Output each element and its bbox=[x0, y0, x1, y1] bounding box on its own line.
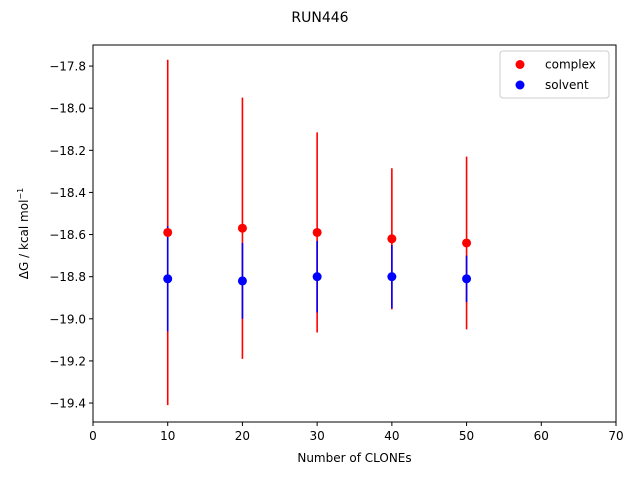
y-tick-label: −19.2 bbox=[49, 354, 86, 368]
y-tick-label: −18.0 bbox=[49, 102, 86, 116]
data-point-solvent bbox=[312, 272, 322, 282]
data-point-complex bbox=[237, 223, 247, 233]
x-tick-label: 10 bbox=[160, 429, 175, 443]
data-point-complex bbox=[387, 234, 397, 244]
x-tick-label: 0 bbox=[89, 429, 97, 443]
legend-label-complex: complex bbox=[545, 58, 596, 72]
y-tick-label: −18.4 bbox=[49, 186, 86, 200]
x-tick-label: 40 bbox=[384, 429, 399, 443]
y-tick-label: −19.0 bbox=[49, 312, 86, 326]
y-tick-label: −18.2 bbox=[49, 144, 86, 158]
x-tick-label: 20 bbox=[235, 429, 250, 443]
x-tick-label: 70 bbox=[608, 429, 623, 443]
x-axis: 0 10 20 30 40 50 60 70 bbox=[89, 422, 624, 443]
legend-label-solvent: solvent bbox=[545, 78, 589, 92]
legend: complex solvent bbox=[499, 50, 610, 99]
y-tick-label: −19.4 bbox=[49, 397, 86, 411]
data-point-solvent bbox=[237, 276, 247, 286]
plot-frame bbox=[92, 44, 617, 423]
y-axis: −19.4 −19.2 −19.0 −18.8 −18.6 −18.4 −18.2 −18.0… bbox=[49, 60, 93, 411]
legend-marker-solvent bbox=[515, 80, 525, 90]
x-tick-label: 60 bbox=[534, 429, 549, 443]
data-point-complex bbox=[163, 227, 173, 237]
y-tick-label: −18.6 bbox=[49, 228, 86, 242]
y-tick-label: −18.8 bbox=[49, 270, 86, 284]
plot-area bbox=[163, 59, 472, 406]
y-axis-label-superscript: −1 bbox=[16, 188, 25, 200]
x-tick-label: 50 bbox=[459, 429, 474, 443]
data-point-solvent bbox=[387, 272, 397, 282]
data-point-complex bbox=[462, 238, 472, 248]
data-point-solvent bbox=[462, 274, 472, 284]
x-tick-label: 30 bbox=[310, 429, 325, 443]
y-axis-label: ΔG / kcal mol−1 bbox=[16, 188, 31, 279]
y-axis-label-main: ΔG / kcal mol bbox=[17, 200, 31, 280]
x-axis-label: Number of CLONEs bbox=[297, 451, 411, 465]
data-point-complex bbox=[312, 227, 322, 237]
data-point-solvent bbox=[163, 274, 173, 284]
legend-box bbox=[499, 50, 610, 99]
legend-marker-complex bbox=[515, 60, 525, 69]
y-tick-label: −17.8 bbox=[49, 60, 86, 74]
chart-title: RUN446 bbox=[291, 10, 348, 26]
